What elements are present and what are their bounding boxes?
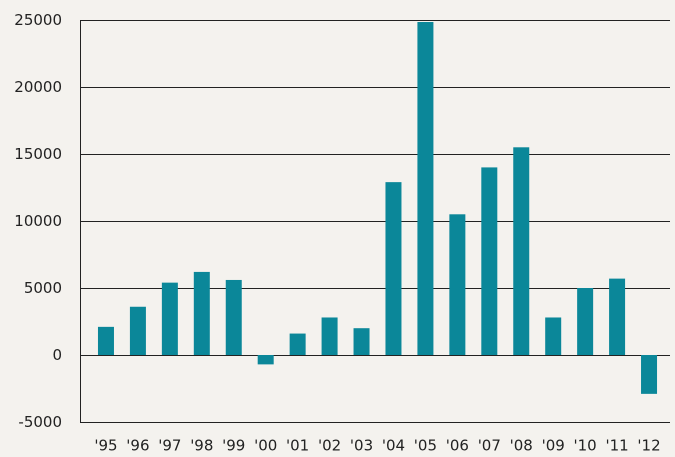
x-tick-label: '08: [510, 437, 533, 455]
y-tick-label: 0: [52, 346, 62, 364]
y-tick-label: 10000: [14, 212, 62, 230]
bar: [129, 306, 146, 355]
bar: [97, 326, 114, 355]
x-tick-label: '98: [190, 437, 213, 455]
x-tick-label: '07: [478, 437, 501, 455]
y-tick-label: -5000: [18, 413, 62, 431]
x-tick-label: '00: [254, 437, 277, 455]
bar: [289, 333, 306, 355]
x-tick-label: '02: [318, 437, 341, 455]
bar: [513, 147, 530, 355]
y-tick-label: 25000: [14, 11, 62, 29]
bar: [321, 317, 338, 355]
x-tick-label: '96: [126, 437, 149, 455]
bar: [449, 214, 466, 355]
bar: [481, 167, 498, 355]
x-tick-label: '09: [542, 437, 565, 455]
x-tick-label: '05: [414, 437, 437, 455]
x-tick-label: '04: [382, 437, 405, 455]
y-tick-label: 5000: [24, 279, 62, 297]
x-tick-label: '12: [637, 437, 660, 455]
x-tick-label: '06: [446, 437, 469, 455]
x-tick-label: '11: [605, 437, 628, 455]
bar: [161, 282, 178, 355]
bar: [193, 271, 210, 355]
bar: [577, 288, 594, 355]
bar: [609, 278, 626, 355]
x-tick-label: '03: [350, 437, 373, 455]
y-tick-label: 15000: [14, 145, 62, 163]
x-tick-label: '95: [94, 437, 117, 455]
bar: [257, 355, 274, 365]
bar: [225, 279, 242, 355]
bar: [353, 328, 370, 355]
bar: [417, 22, 434, 355]
x-tick-label: '99: [222, 437, 245, 455]
bar: [641, 355, 658, 394]
bar: [385, 182, 402, 355]
bar: [545, 317, 562, 355]
x-tick-label: '97: [158, 437, 181, 455]
x-tick-label: '10: [574, 437, 597, 455]
x-tick-label: '01: [286, 437, 309, 455]
y-tick-label: 20000: [14, 78, 62, 96]
